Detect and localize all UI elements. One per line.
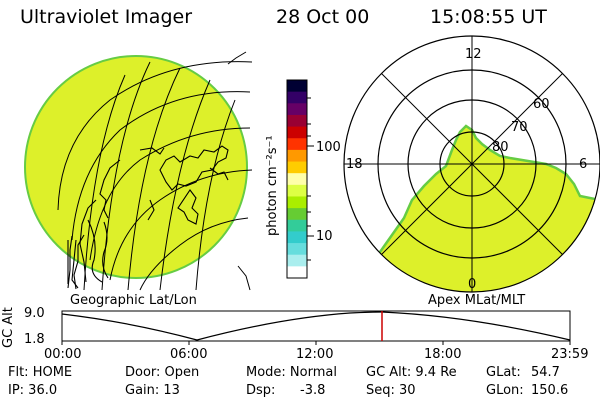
gc-alt-axis-label: GC Alt: [1, 307, 16, 348]
info-seq: Seq: 30: [366, 383, 416, 398]
info-gain: Gain: 13: [125, 383, 180, 398]
info-door: Door: Open: [125, 365, 200, 380]
info-gc-alt: GC Alt: 9.4 Re: [366, 365, 457, 380]
info-dsp-label: Dsp:: [246, 383, 276, 398]
colorbar-tick-10: 10: [316, 229, 333, 244]
colorbar-unit-label: photon cm⁻²s⁻¹: [265, 135, 280, 236]
info-ip: IP: 36.0: [8, 383, 58, 398]
info-glat-value: 54.7: [531, 365, 560, 380]
mlt-radials: [344, 36, 600, 292]
colorbar-band: [287, 231, 307, 244]
gc-alt-tick-9: 9.0: [24, 306, 45, 321]
info-dsp-value: -3.8: [300, 383, 326, 398]
colorbar-band: [287, 138, 307, 151]
mlt-label-12: 12: [465, 47, 482, 62]
colorbar: [286, 79, 314, 279]
colorbar-band: [287, 91, 307, 104]
info-glon-value: 150.6: [531, 383, 569, 398]
date-label: 28 Oct 00: [276, 6, 370, 28]
mlat-label-70: 70: [511, 120, 528, 135]
mlt-label-18: 18: [346, 157, 363, 172]
time-tick-0600: 06:00: [170, 347, 208, 362]
colorbar-band: [287, 243, 307, 256]
earth-disk: [24, 55, 248, 279]
colorbar-band: [287, 196, 307, 209]
colorbar-band: [287, 184, 307, 198]
altitude-plot: [61, 310, 571, 345]
mlt-label-0: 0: [468, 277, 477, 292]
gc-alt-tick-1.8: 1.8: [24, 332, 45, 347]
colorbar-band: [287, 149, 307, 163]
info-flight: Flt: HOME: [8, 365, 73, 380]
colorbar-band: [287, 173, 307, 186]
colorbar-band: [287, 103, 307, 116]
colorbar-band: [287, 80, 307, 93]
colorbar-band: [287, 208, 307, 221]
info-glat-label: GLat:: [486, 365, 521, 380]
instrument-title: Ultraviolet Imager: [20, 6, 193, 28]
info-mode: Mode: Normal: [246, 365, 337, 380]
mlat-label-60: 60: [533, 97, 550, 112]
colorbar-band: [287, 266, 307, 278]
time-tick-1800: 18:00: [424, 347, 462, 362]
colorbar-band: [287, 254, 307, 267]
apex-caption: Apex MLat/MLT: [428, 293, 526, 308]
geographic-caption: Geographic Lat/Lon: [70, 293, 197, 308]
colorbar-band: [287, 219, 307, 233]
time-label: 15:08:55 UT: [430, 6, 547, 28]
mlat-label-80: 80: [492, 140, 509, 155]
colorbar-tick-100: 100: [316, 140, 341, 155]
colorbar-band: [287, 114, 307, 128]
polar-plot: [343, 35, 600, 293]
mlt-label-6: 6: [579, 157, 588, 172]
coastlines: [67, 145, 229, 290]
colorbar-band: [287, 161, 307, 174]
time-tick-0000: 00:00: [44, 347, 82, 362]
geographic-map: [24, 51, 253, 291]
info-glon-label: GLon:: [486, 383, 524, 398]
colorbar-band: [287, 126, 307, 139]
latlon-grid: [57, 51, 253, 291]
time-tick-2359: 23:59: [551, 347, 589, 362]
time-tick-1200: 12:00: [296, 347, 334, 362]
